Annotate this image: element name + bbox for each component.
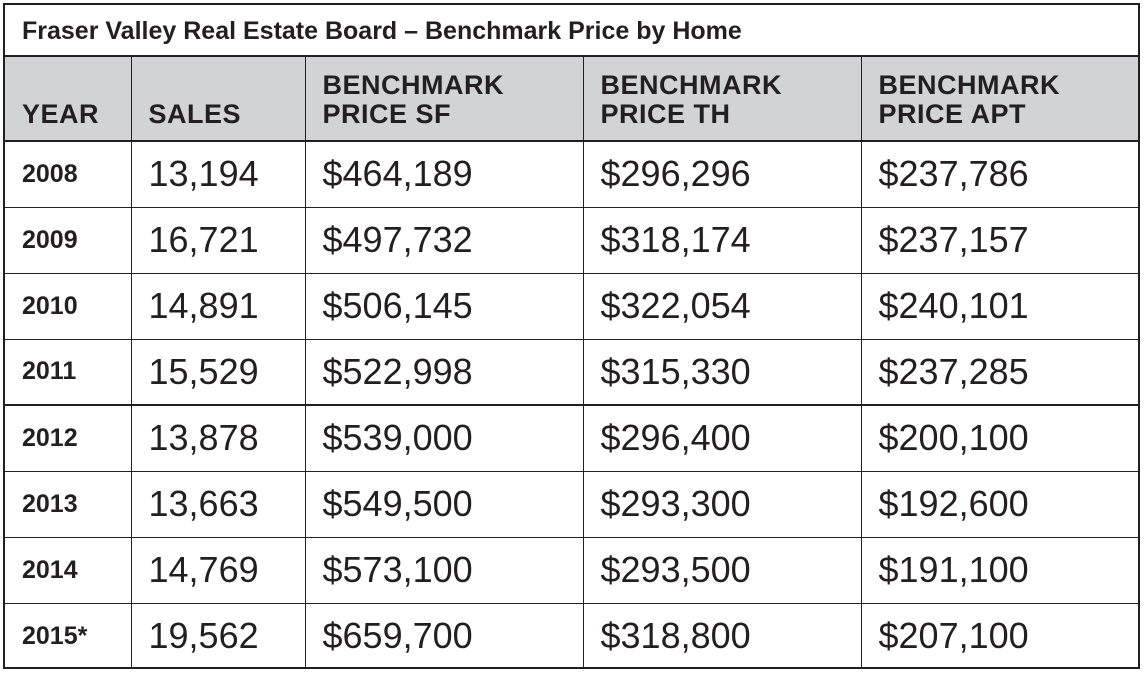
cell-year: 2015*: [5, 602, 131, 669]
cell-benchmark-th: $293,300: [582, 470, 861, 537]
cell-year: 2011: [5, 338, 131, 405]
cell-benchmark-apt: $200,100: [860, 404, 1138, 471]
benchmark-price-table: Fraser Valley Real Estate Board – Benchm…: [3, 3, 1140, 669]
cell-benchmark-apt: $237,285: [860, 338, 1138, 405]
column-header-benchmark-th: BENCHMARK PRICE TH: [582, 57, 861, 142]
cell-sales: 13,663: [130, 470, 305, 537]
table-row: 2008 13,194 $464,189 $296,296 $237,786: [5, 141, 1138, 207]
column-header-benchmark-sf: BENCHMARK PRICE SF: [304, 57, 583, 142]
cell-year: 2008: [22, 159, 78, 188]
cell-year: 2012: [5, 404, 131, 471]
cell-sales: 13,194: [130, 141, 305, 207]
column-header-year: YEAR: [5, 57, 131, 142]
table-row: 2015* 19,562 $659,700 $318,800 $207,100: [5, 602, 1138, 669]
cell-benchmark-th: $293,500: [582, 536, 861, 603]
cell-benchmark-th: $318,174: [582, 206, 861, 273]
table-row: 2014 14,769 $573,100 $293,500 $191,100: [5, 536, 1138, 603]
cell-benchmark-th: $318,800: [582, 602, 861, 669]
table-row: 2012 13,878 $539,000 $296,400 $200,100: [5, 404, 1138, 471]
column-header-benchmark-apt: BENCHMARK PRICE APT: [860, 57, 1138, 142]
cell-sales: 14,769: [130, 536, 305, 603]
table-row: 2013 13,663 $549,500 $293,300 $192,600: [5, 470, 1138, 537]
cell-benchmark-apt: $237,157: [860, 206, 1138, 273]
cell-year: 2009: [5, 206, 131, 273]
cell-benchmark-sf: $464,189: [304, 141, 583, 207]
table-body: 2008 13,194 $464,189 $296,296 $237,786 2009 16…: [5, 141, 1138, 669]
cell-benchmark-sf: $497,732: [304, 206, 583, 273]
cell-sales: 14,891: [130, 272, 305, 339]
cell-year: 2013: [5, 470, 131, 537]
data-table: YEAR SALES BENCHMARK PRICE SF BENCHMARK …: [5, 57, 1138, 669]
cell-benchmark-apt: $192,600: [860, 470, 1138, 537]
cell-benchmark-apt: $237,786: [860, 141, 1138, 207]
cell-benchmark-apt: $191,100: [860, 536, 1138, 603]
table-row: 2011 15,529 $522,998 $315,330 $237,285: [5, 338, 1138, 405]
cell-benchmark-sf: $573,100: [304, 536, 583, 603]
cell-benchmark-sf: $539,000: [304, 404, 583, 471]
cell-sales: 15,529: [130, 338, 305, 405]
cell-sales: 19,562: [130, 602, 305, 669]
cell-benchmark-th: $296,400: [582, 404, 861, 471]
cell-benchmark-apt: $240,101: [860, 272, 1138, 339]
column-header-sales: SALES: [130, 57, 305, 142]
header-row: YEAR SALES BENCHMARK PRICE SF BENCHMARK …: [5, 57, 1138, 142]
cell-benchmark-sf: $549,500: [304, 470, 583, 537]
cell-sales: 16,721: [130, 206, 305, 273]
cell-year: 2014: [5, 536, 131, 603]
cell-benchmark-apt: $207,100: [860, 602, 1138, 669]
table-row: 2010 14,891 $506,145 $322,054 $240,101: [5, 272, 1138, 339]
cell-benchmark-th: $322,054: [582, 272, 861, 339]
cell-sales: 13,878: [130, 404, 305, 471]
table-title-bar: Fraser Valley Real Estate Board – Benchm…: [5, 5, 1138, 57]
cell-benchmark-sf: $659,700: [304, 602, 583, 669]
cell-benchmark-sf: $506,145: [304, 272, 583, 339]
cell-year: 2010: [5, 272, 131, 339]
cell-benchmark-th: $315,330: [582, 338, 861, 405]
table-row: 2009 16,721 $497,732 $318,174 $237,157: [5, 206, 1138, 273]
table-title: Fraser Valley Real Estate Board – Benchm…: [22, 17, 742, 45]
cell-benchmark-sf: $522,998: [304, 338, 583, 405]
cell-benchmark-th: $296,296: [582, 141, 861, 207]
